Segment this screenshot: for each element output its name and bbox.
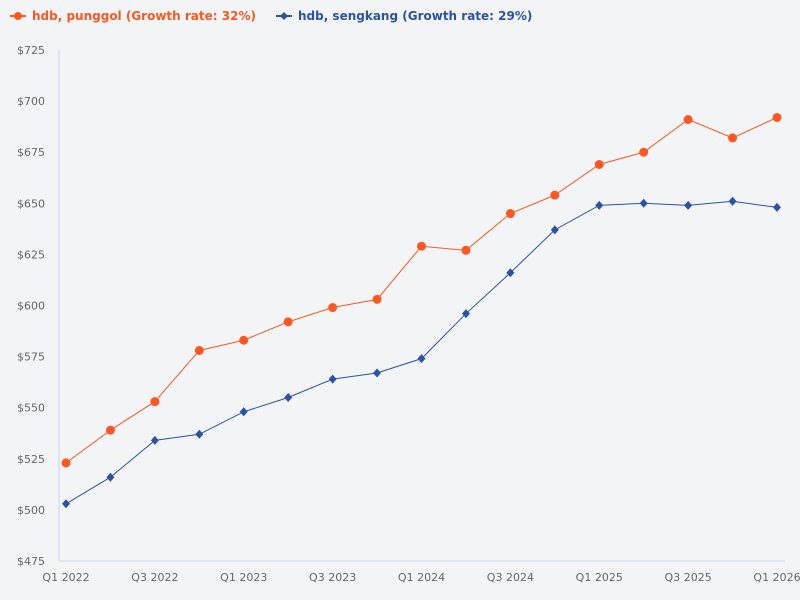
data-point bbox=[106, 472, 115, 482]
legend-label: hdb, punggol (Growth rate: 32%) bbox=[32, 9, 256, 23]
data-point bbox=[194, 345, 204, 355]
y-tick-label: $575 bbox=[17, 351, 45, 364]
data-point bbox=[728, 133, 738, 143]
data-point bbox=[684, 200, 693, 210]
y-tick-label: $725 bbox=[17, 44, 45, 57]
data-point bbox=[417, 354, 426, 364]
data-point bbox=[372, 294, 382, 304]
legend-item-sengkang[interactable]: hdb, sengkang (Growth rate: 29%) bbox=[275, 9, 533, 23]
data-point bbox=[505, 209, 515, 219]
data-point bbox=[683, 114, 693, 124]
data-point bbox=[328, 303, 338, 313]
data-point bbox=[728, 196, 737, 206]
x-tick-label: Q3 2022 bbox=[131, 571, 178, 584]
y-tick-label: $625 bbox=[17, 248, 45, 261]
data-point bbox=[772, 112, 782, 122]
x-tick-label: Q3 2025 bbox=[665, 571, 712, 584]
x-tick-label: Q1 2024 bbox=[398, 571, 445, 584]
data-point bbox=[461, 309, 470, 319]
data-point bbox=[61, 458, 71, 468]
data-point bbox=[150, 397, 160, 407]
legend-label: hdb, sengkang (Growth rate: 29%) bbox=[297, 9, 533, 23]
data-point bbox=[373, 368, 382, 378]
data-point bbox=[328, 374, 337, 384]
circle-marker-icon bbox=[10, 12, 26, 20]
data-point bbox=[550, 225, 559, 235]
data-point bbox=[417, 241, 426, 251]
y-tick-label: $525 bbox=[17, 453, 45, 466]
y-tick-label: $700 bbox=[17, 95, 45, 108]
x-tick-label: Q1 2023 bbox=[220, 571, 267, 584]
data-point bbox=[239, 407, 248, 417]
data-point bbox=[773, 202, 781, 212]
data-point bbox=[506, 268, 515, 278]
legend-item-punggol[interactable]: hdb, punggol (Growth rate: 32%) bbox=[10, 9, 256, 23]
data-point bbox=[283, 317, 293, 327]
y-tick-label: $675 bbox=[17, 146, 45, 159]
data-point bbox=[550, 190, 560, 200]
x-tick-label: Q3 2023 bbox=[309, 571, 356, 584]
x-tick-label: Q1 2022 bbox=[42, 571, 89, 584]
data-point bbox=[595, 200, 604, 210]
x-tick-label: Q3 2024 bbox=[487, 571, 534, 584]
x-tick-label: Q1 2025 bbox=[576, 571, 623, 584]
y-tick-label: $475 bbox=[17, 555, 45, 568]
data-point bbox=[639, 198, 648, 208]
data-point bbox=[195, 429, 204, 439]
y-tick-label: $500 bbox=[17, 504, 45, 517]
data-point bbox=[239, 335, 249, 345]
y-tick-label: $550 bbox=[17, 402, 45, 415]
data-point bbox=[105, 425, 115, 435]
data-point bbox=[461, 245, 471, 255]
data-point bbox=[284, 392, 293, 402]
data-point bbox=[639, 147, 649, 157]
y-tick-label: $650 bbox=[17, 197, 45, 210]
data-point bbox=[150, 435, 159, 445]
legend: hdb, punggol (Growth rate: 32%) hdb, sen… bbox=[10, 9, 532, 23]
data-point bbox=[594, 159, 604, 169]
x-tick-label: Q1 2026 bbox=[753, 571, 800, 584]
y-tick-label: $600 bbox=[17, 300, 45, 313]
series-line bbox=[65, 116, 778, 464]
data-point bbox=[62, 499, 70, 509]
diamond-marker-icon bbox=[275, 12, 292, 20]
